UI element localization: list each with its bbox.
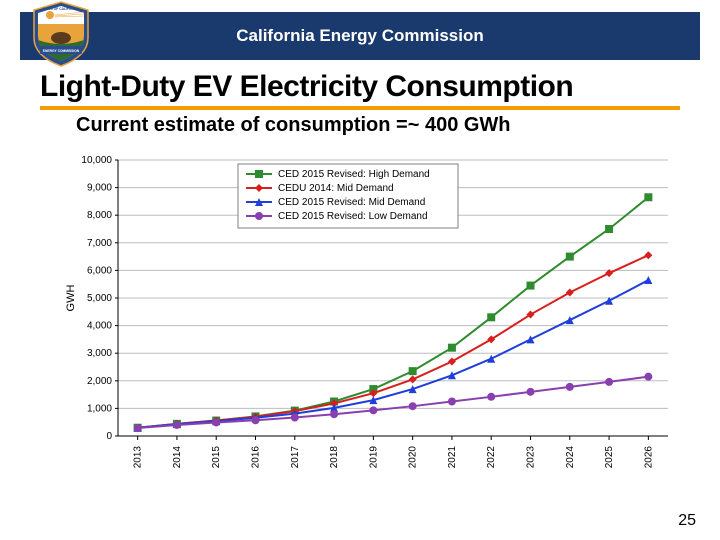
ytick-label: 10,000 bbox=[81, 155, 112, 166]
xtick-label: 2014 bbox=[172, 446, 183, 469]
xtick-label: 2015 bbox=[211, 446, 222, 469]
xtick-label: 2018 bbox=[329, 446, 340, 469]
legend-label: CED 2015 Revised: High Demand bbox=[278, 169, 430, 180]
xtick-label: 2019 bbox=[368, 446, 379, 469]
chart: 0 1,000 2,000 3,000 4,000 5,000 6,000 7,000 8,00… bbox=[60, 150, 680, 490]
header-bar: California Energy Commission bbox=[20, 12, 700, 60]
marker bbox=[605, 225, 613, 233]
ytick-label: 6,000 bbox=[87, 265, 112, 276]
ytick-label: 5,000 bbox=[87, 293, 112, 304]
xtick-label: 2017 bbox=[290, 446, 301, 469]
series-line bbox=[138, 280, 649, 428]
marker bbox=[255, 170, 263, 178]
marker bbox=[369, 406, 377, 414]
subtitle: Current estimate of consumption =~ 400 G… bbox=[76, 114, 511, 137]
marker bbox=[330, 410, 338, 418]
marker bbox=[644, 373, 652, 381]
ytick-label: 0 bbox=[106, 431, 112, 442]
xtick-label: 2026 bbox=[643, 446, 654, 469]
ytick-label: 7,000 bbox=[87, 238, 112, 249]
marker bbox=[252, 416, 260, 424]
ytick-label: 2,000 bbox=[87, 376, 112, 387]
seal-bottom-text: ENERGY COMMISSION bbox=[43, 49, 80, 53]
ytick-label: 1,000 bbox=[87, 403, 112, 414]
marker bbox=[566, 288, 574, 296]
slide: California Energy Commission STATE OF CA… bbox=[0, 0, 720, 540]
marker bbox=[409, 367, 417, 375]
marker bbox=[409, 402, 417, 410]
series-line bbox=[138, 197, 649, 427]
marker bbox=[566, 316, 574, 324]
ytick-label: 4,000 bbox=[87, 321, 112, 332]
marker bbox=[409, 375, 417, 383]
marker bbox=[487, 313, 495, 321]
marker bbox=[291, 414, 299, 422]
marker bbox=[255, 212, 263, 220]
marker bbox=[448, 398, 456, 406]
series-line bbox=[138, 255, 649, 428]
marker bbox=[644, 276, 652, 284]
marker bbox=[173, 421, 181, 429]
marker bbox=[644, 193, 652, 201]
xtick-label: 2022 bbox=[486, 446, 497, 469]
seal-top-text: STATE OF CALIFORNIA bbox=[42, 7, 80, 11]
marker bbox=[448, 344, 456, 352]
ytick-label: 9,000 bbox=[87, 183, 112, 194]
marker bbox=[527, 282, 535, 290]
xtick-label: 2024 bbox=[565, 446, 576, 469]
header-title: California Energy Commission bbox=[236, 26, 484, 46]
legend-label: CED 2015 Revised: Low Demand bbox=[278, 211, 428, 222]
y-axis-label: GWH bbox=[65, 285, 77, 312]
marker bbox=[644, 251, 652, 259]
slide-title-wrap: Light-Duty EV Electricity Consumption bbox=[40, 70, 680, 110]
xtick-label: 2023 bbox=[526, 446, 537, 469]
xtick-label: 2025 bbox=[604, 446, 615, 469]
marker bbox=[605, 378, 613, 386]
slide-title: Light-Duty EV Electricity Consumption bbox=[40, 70, 680, 104]
marker bbox=[134, 424, 142, 432]
marker bbox=[212, 418, 220, 426]
marker bbox=[487, 355, 495, 363]
marker bbox=[527, 335, 535, 343]
xtick-label: 2020 bbox=[408, 446, 419, 469]
marker bbox=[566, 383, 574, 391]
ytick-label: 3,000 bbox=[87, 348, 112, 359]
xtick-label: 2021 bbox=[447, 446, 458, 469]
legend-label: CED 2015 Revised: Mid Demand bbox=[278, 197, 425, 208]
xtick-label: 2016 bbox=[251, 446, 262, 469]
xtick-label: 2013 bbox=[133, 446, 144, 469]
marker bbox=[448, 357, 456, 365]
marker bbox=[487, 393, 495, 401]
cec-seal-icon: STATE OF CALIFORNIA ENERGY COMMISSION bbox=[26, 0, 96, 70]
ytick-label: 8,000 bbox=[87, 210, 112, 221]
legend-label: CEDU 2014: Mid Demand bbox=[278, 183, 394, 194]
page-number: 25 bbox=[678, 512, 696, 530]
marker bbox=[566, 253, 574, 261]
marker bbox=[527, 388, 535, 396]
